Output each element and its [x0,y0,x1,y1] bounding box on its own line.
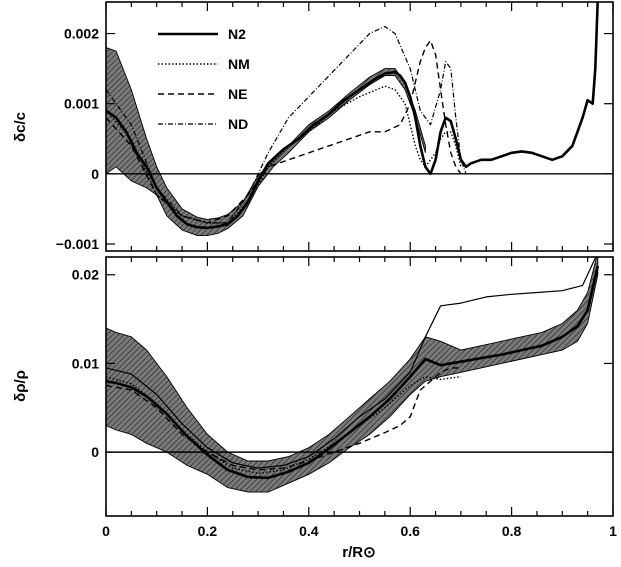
top-series-n2 [106,2,599,230]
bottom-series-nm [106,376,461,475]
top-series-ne [106,39,462,224]
bottom-ytick-label: 0 [91,444,99,460]
legend-label-ne: NE [228,86,247,102]
legend-label-nd: ND [228,116,248,132]
legend-label-n2: N2 [228,26,246,42]
top-ytick-label: −0.001 [56,236,99,252]
x-tick-label: 0 [102,523,110,539]
bottom-series-nd [106,257,597,469]
top-legend: N2 NM NE ND [158,26,250,132]
top-panel: δc/c N2 NM NE ND −0.001 0 0.001 0.002 [12,1,614,252]
bottom-panel: δρ/ρ r/R⊙ 0 0.01 0.02 0 0.2 0.4 0.6 0.8 1 [12,256,617,561]
bottom-y-axis-label: δρ/ρ [12,370,29,402]
bottom-ytick-label: 0.02 [72,267,99,283]
bottom-plot-area [106,257,613,493]
top-plot-area [106,2,613,237]
legend-label-nm: NM [228,56,250,72]
x-tick-label: 0.6 [400,523,420,539]
x-tick-label: 0.8 [502,523,522,539]
x-tick-label: 0.4 [299,523,319,539]
x-axis-label: r/R⊙ [342,544,375,561]
top-ytick-label: 0.001 [64,96,99,112]
top-ytick-label: 0.002 [64,26,99,42]
x-tick-label: 1 [609,523,617,539]
top-uncertainty-band [106,47,426,237]
bottom-ytick-label: 0.01 [72,355,99,371]
x-tick-label: 0.2 [198,523,218,539]
top-ytick-label: 0 [91,166,99,182]
bottom-series-ne [106,367,461,471]
bottom-uncertainty-band [106,257,599,493]
top-y-axis-label: δc/c [12,112,29,142]
top-series-nd [106,25,467,224]
bottom-frame [105,256,614,517]
